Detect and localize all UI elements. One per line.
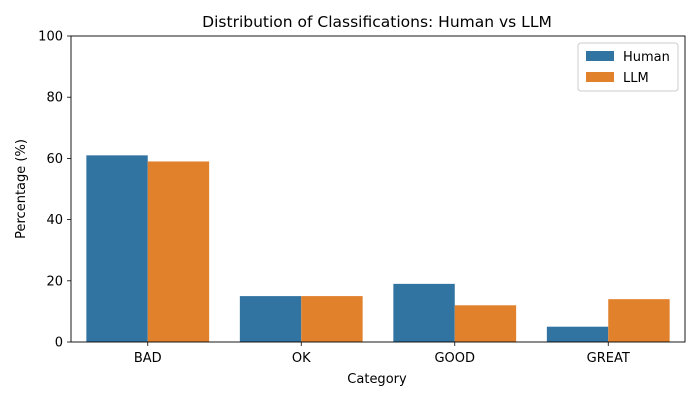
y-axis-label: Percentage (%) [14, 139, 29, 239]
x-tick-label: GOOD [434, 351, 475, 366]
bar-human-bad [86, 155, 148, 342]
y-tick-label: 0 [55, 336, 63, 351]
bar-human-good [393, 283, 455, 342]
bar-llm-ok [301, 296, 363, 342]
bar-human-ok [239, 296, 302, 342]
axes-frame [70, 35, 686, 343]
x-tick-label: GREAT [587, 351, 630, 366]
y-tick-label: 100 [38, 30, 63, 45]
y-tick-label: 40 [46, 213, 63, 228]
bar-llm-good [454, 305, 517, 342]
legend-label-llm: LLM [623, 71, 649, 86]
chart-title: Distribution of Classifications: Human v… [202, 13, 552, 31]
x-axis-label: Category [347, 372, 407, 387]
plot-area: BAD OK GOOD GREAT 0 20 40 60 80 100 [38, 30, 686, 366]
legend: Human LLM [577, 42, 679, 92]
y-tick-label: 60 [46, 152, 63, 167]
bar-llm-great [608, 299, 670, 342]
x-tick-label: OK [292, 351, 311, 366]
y-tick-label: 80 [46, 91, 63, 106]
x-tick-label: BAD [134, 351, 162, 366]
bar-human-great [546, 326, 609, 342]
bar-llm-bad [147, 161, 210, 342]
legend-label-human: Human [623, 50, 670, 65]
y-tick-label: 20 [46, 274, 63, 289]
legend-swatch-human [586, 51, 614, 61]
legend-swatch-llm [586, 72, 614, 82]
